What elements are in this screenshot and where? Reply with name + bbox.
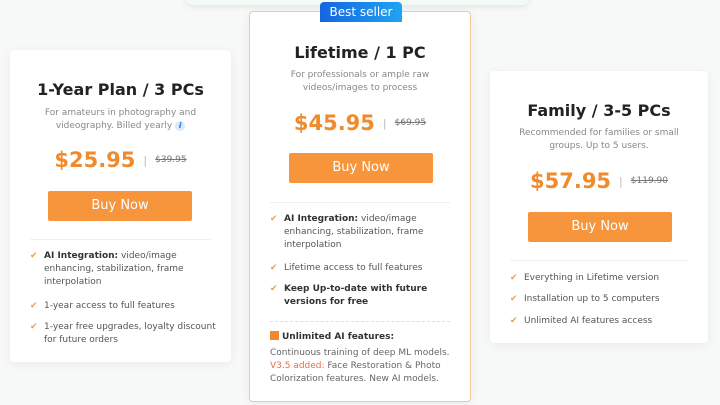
- feature-item: ✔ 1-year access to full features: [30, 301, 175, 311]
- plan-card-lifetime: Best seller Lifetime / 1 PC For professi…: [249, 2, 471, 402]
- unlimited-ai-section: Unlimited AI features: Continuous traini…: [270, 331, 450, 384]
- check-icon: ✔: [510, 316, 518, 326]
- feature-item: ✔ Lifetime access to full features: [270, 263, 423, 273]
- plan-title: Family / 3-5 PCs: [527, 101, 671, 120]
- divider: [270, 202, 450, 203]
- divider: [30, 239, 211, 240]
- price: $45.95 | $69.95: [293, 111, 427, 135]
- info-icon[interactable]: i: [175, 121, 186, 131]
- plan-description: For amateurs in photography and videogra…: [44, 108, 197, 131]
- feature-item: ✔ Unlimited AI features access: [510, 316, 653, 326]
- check-icon: ✔: [510, 273, 518, 283]
- plan-card-family: Family / 3-5 PCs Recommended for familie…: [490, 71, 708, 343]
- plan-description: Recommended for families or small groups…: [519, 128, 679, 151]
- feature-item: ✔ Keep Up-to-date with future versions fo…: [270, 284, 428, 307]
- feature-item: ✔ Installation up to 5 computers: [510, 294, 660, 304]
- check-icon: ✔: [30, 301, 38, 311]
- gift-icon: [270, 331, 279, 340]
- divider: [510, 260, 688, 261]
- best-seller-badge: Best seller: [320, 2, 402, 22]
- dashed-divider: [270, 321, 450, 322]
- check-icon: ✔: [30, 322, 38, 332]
- price: $57.95 | $119.90: [530, 169, 668, 193]
- buy-now-button[interactable]: Buy Now: [48, 191, 192, 221]
- plan-description: For professionals or ample raw videos/im…: [290, 70, 430, 93]
- feature-item: ✔ AI Integration: video/image enhancing, …: [30, 251, 184, 287]
- check-icon: ✔: [270, 284, 278, 294]
- check-icon: ✔: [270, 263, 278, 273]
- plan-title: Lifetime / 1 PC: [294, 43, 426, 62]
- check-icon: ✔: [510, 294, 518, 304]
- feature-item: ✔ 1-year free upgrades, loyalty discount …: [30, 322, 216, 345]
- buy-now-button[interactable]: Buy Now: [528, 212, 672, 242]
- buy-now-button[interactable]: Buy Now: [289, 153, 433, 183]
- check-icon: ✔: [30, 251, 38, 261]
- check-icon: ✔: [270, 214, 278, 224]
- feature-item: ✔ AI Integration: video/image enhancing, …: [270, 214, 424, 250]
- plan-title: 1-Year Plan / 3 PCs: [37, 80, 204, 99]
- feature-item: ✔ Everything in Lifetime version: [510, 273, 660, 283]
- plan-card-1-year: 1-Year Plan / 3 PCs For amateurs in phot…: [10, 50, 231, 362]
- price: $25.95 | $39.95: [54, 148, 187, 172]
